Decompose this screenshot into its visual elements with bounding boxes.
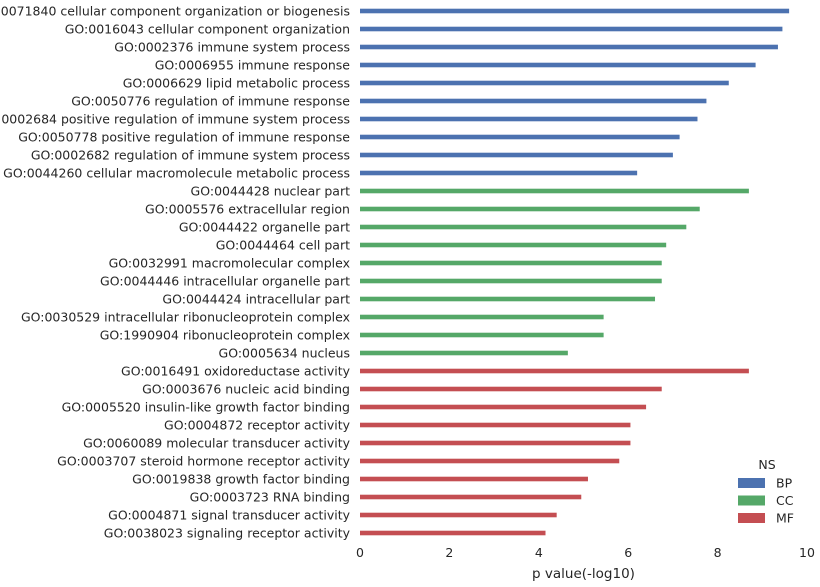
x-tick-label: 2 — [445, 545, 453, 560]
x-axis-title: p value(-log10) — [532, 566, 635, 582]
bar-cc — [360, 278, 662, 284]
bar-mf — [360, 386, 662, 392]
legend-title: NS — [758, 457, 775, 472]
bar-cc — [360, 350, 568, 356]
category-label: GO:0005634 nucleus — [219, 346, 350, 361]
category-label: GO:0044446 intracellular organelle part — [100, 274, 350, 289]
category-label: GO:0060089 molecular transducer activity — [83, 436, 351, 451]
bar-cc — [360, 260, 662, 266]
category-label: GO:0044464 cell part — [216, 238, 350, 253]
bar-mf — [360, 530, 546, 536]
bar-cc — [360, 206, 700, 212]
bar-bp — [360, 80, 729, 86]
bar-mf — [360, 458, 620, 464]
category-label: GO:0032991 macromolecular complex — [109, 256, 350, 271]
bar-bp — [360, 62, 756, 68]
bar-mf — [360, 404, 647, 410]
category-label: GO:0002682 regulation of immune system p… — [31, 148, 350, 163]
x-axis: 0 2 4 6 8 10 — [356, 545, 815, 560]
category-label: GO:0044260 cellular macromolecule metabo… — [3, 166, 350, 181]
category-label: GO:0019838 growth factor binding — [132, 472, 350, 487]
bar-cc — [360, 188, 749, 194]
category-label: GO:0050778 positive regulation of immune… — [18, 130, 350, 145]
category-label: GO:0038023 signaling receptor activity — [104, 526, 351, 541]
bar-bp — [360, 152, 673, 158]
bar-mf — [360, 476, 588, 482]
legend-label-bp: BP — [776, 476, 793, 491]
x-tick-label: 6 — [624, 545, 632, 560]
bars-layer — [360, 8, 790, 536]
category-label: GO:0003676 nucleic acid binding — [142, 382, 350, 397]
category-label: GO:0003723 RNA binding — [190, 490, 350, 505]
bar-cc — [360, 314, 604, 320]
x-tick-label: 0 — [356, 545, 364, 560]
category-label: GO:0016491 oxidoreductase activity — [121, 364, 351, 379]
bar-mf — [360, 368, 749, 374]
category-labels: GO:0071840 cellular component organizati… — [0, 4, 351, 541]
category-label: GO:0003707 steroid hormone receptor acti… — [57, 454, 350, 469]
legend-label-mf: MF — [776, 511, 794, 526]
category-label: GO:0002684 positive regulation of immune… — [0, 112, 350, 127]
x-tick-label: 10 — [799, 545, 815, 560]
category-label: GO:0006629 lipid metabolic process — [123, 76, 350, 91]
bar-cc — [360, 242, 667, 248]
category-label: GO:0004871 signal transducer activity — [108, 508, 350, 523]
x-tick-label: 4 — [535, 545, 543, 560]
bar-bp — [360, 116, 698, 122]
bar-cc — [360, 224, 687, 230]
bar-bp — [360, 26, 783, 32]
bar-bp — [360, 44, 778, 50]
category-label: GO:0005520 insulin-like growth factor bi… — [62, 400, 350, 415]
category-label: GO:0004872 receptor activity — [164, 418, 351, 433]
category-label: GO:0044424 intracellular part — [162, 292, 350, 307]
bar-mf — [360, 440, 631, 446]
legend-label-cc: CC — [776, 493, 794, 508]
bar-cc — [360, 332, 604, 338]
category-label: GO:0050776 regulation of immune response — [71, 94, 350, 109]
bar-bp — [360, 98, 707, 104]
category-label: GO:0005576 extracellular region — [145, 202, 350, 217]
bar-mf — [360, 512, 557, 518]
bar-mf — [360, 494, 582, 500]
x-tick-label: 8 — [714, 545, 722, 560]
bar-cc — [360, 296, 656, 302]
category-label: GO:0044428 nuclear part — [191, 184, 351, 199]
legend-swatch-mf — [738, 513, 765, 523]
category-label: GO:0002376 immune system process — [114, 40, 350, 55]
category-label: GO:0016043 cellular component organizati… — [65, 22, 350, 37]
category-label: GO:0030529 intracellular ribonucleoprote… — [21, 310, 350, 325]
bar-bp — [360, 170, 638, 176]
category-label: GO:1990904 ribonucleoprotein complex — [100, 328, 350, 343]
category-label: GO:0006955 immune response — [155, 58, 351, 73]
legend-swatch-cc — [738, 495, 765, 506]
bar-mf — [360, 422, 631, 428]
bar-bp — [360, 134, 680, 140]
legend-swatch-bp — [738, 478, 765, 488]
bar-bp — [360, 8, 790, 14]
category-label: GO:0071840 cellular component organizati… — [0, 4, 350, 19]
category-label: GO:0044422 organelle part — [179, 220, 350, 235]
